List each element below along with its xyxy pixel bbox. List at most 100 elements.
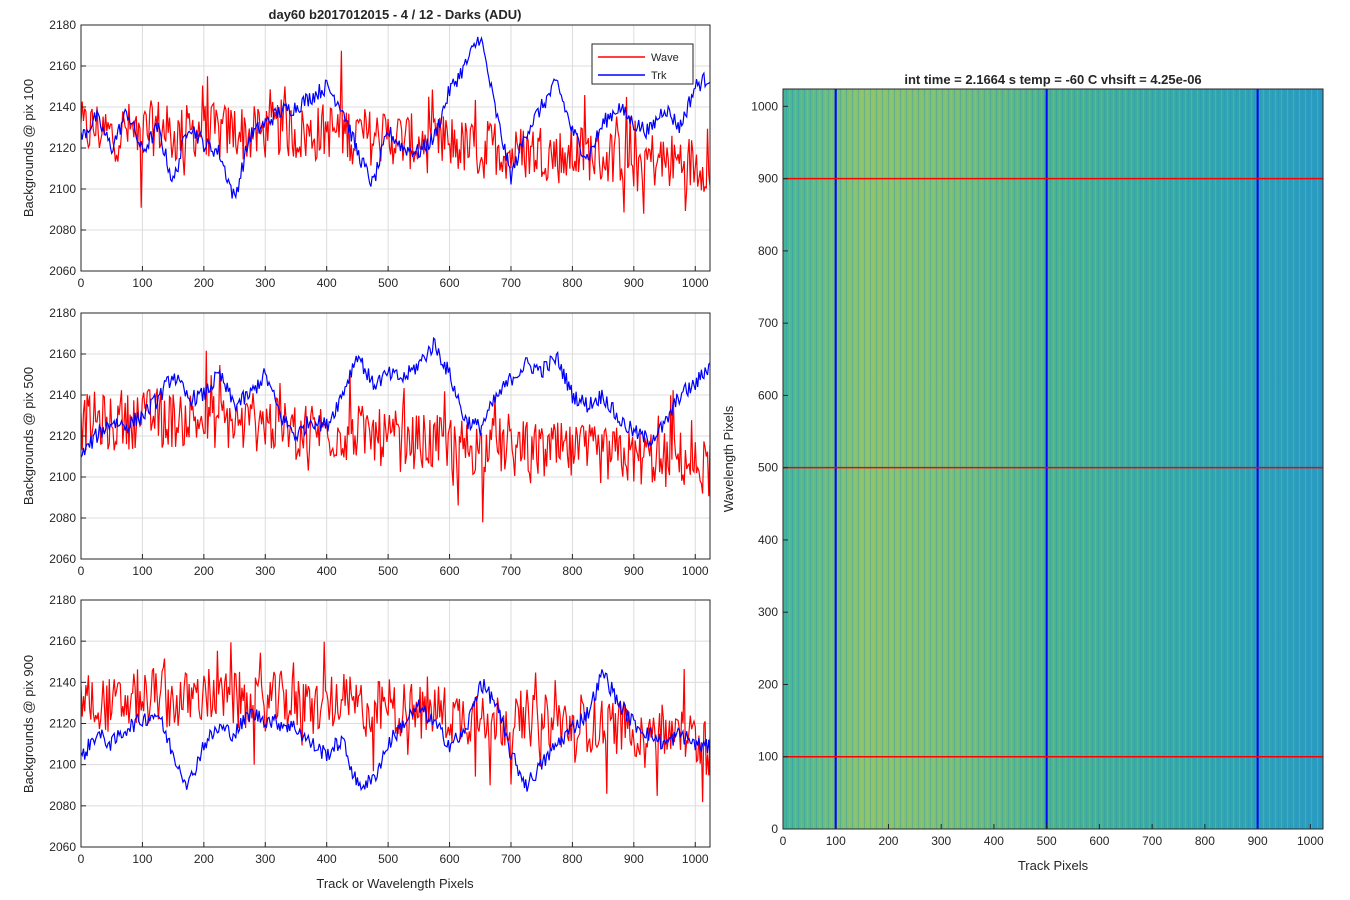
y-tick-label: 2140	[49, 675, 76, 689]
y-tick-label: 500	[758, 461, 778, 475]
y-tick-label: 2160	[49, 59, 76, 73]
x-tick-label: 300	[931, 834, 951, 848]
x-tick-label: 800	[562, 852, 582, 866]
series-group	[81, 641, 710, 803]
y-tick-label: 600	[758, 388, 778, 402]
legend-trk-label: Trk	[651, 70, 667, 82]
y-tick-label: 100	[758, 750, 778, 764]
x-axis-label: Track Pixels	[1018, 858, 1089, 873]
x-tick-label: 1000	[682, 564, 709, 578]
y-tick-label: 0	[771, 822, 778, 836]
x-tick-label: 1000	[682, 852, 709, 866]
y-tick-label: 2100	[49, 182, 76, 196]
x-tick-label: 900	[624, 276, 644, 290]
y-tick-label: 800	[758, 244, 778, 258]
x-tick-label: 600	[440, 564, 460, 578]
plot-title: day60 b2017012015 - 4 / 12 - Darks (ADU)	[269, 7, 522, 22]
y-tick-label: 2180	[49, 18, 76, 32]
x-tick-label: 900	[624, 852, 644, 866]
y-tick-label: 700	[758, 316, 778, 330]
y-tick-label: 2140	[49, 100, 76, 114]
y-tick-label: 2060	[49, 552, 76, 566]
x-ticks: 0 100 200 300 400 500 600 700 800 900 1000	[78, 554, 709, 578]
y-axis-label: Backgrounds @ pix 900	[21, 655, 36, 793]
y-tick-label: 2140	[49, 388, 76, 402]
x-tick-label: 100	[826, 834, 846, 848]
y-tick-label: 400	[758, 533, 778, 547]
x-tick-label: 400	[317, 564, 337, 578]
x-tick-label: 700	[501, 276, 521, 290]
y-tick-label: 2180	[49, 593, 76, 607]
x-tick-label: 1000	[1297, 834, 1324, 848]
heatmap-title: int time = 2.1664 s temp = -60 C vhsift …	[904, 72, 1201, 87]
x-tick-label: 200	[194, 564, 214, 578]
series-line-trk	[81, 36, 710, 200]
y-axis-label: Backgrounds @ pix 500	[21, 367, 36, 505]
y-tick-label: 2100	[49, 470, 76, 484]
x-tick-label: 700	[501, 564, 521, 578]
series-line-trk	[81, 669, 710, 792]
y-axis-label: Backgrounds @ pix 100	[21, 79, 36, 217]
x-tick-label: 0	[78, 276, 85, 290]
x-tick-label: 0	[78, 852, 85, 866]
grid-lines	[80, 599, 710, 848]
y-tick-label: 2120	[49, 717, 76, 731]
series-group	[81, 36, 710, 214]
y-ticks: 2060 2080 2100 2120 2140 2160 2180	[49, 306, 86, 566]
series-line-trk	[81, 336, 710, 458]
x-tick-label: 700	[1142, 834, 1162, 848]
x-tick-label: 800	[562, 276, 582, 290]
x-tick-label: 100	[132, 564, 152, 578]
x-tick-label: 0	[780, 834, 787, 848]
x-tick-label: 500	[1037, 834, 1057, 848]
y-axis-label: Wavelength Pixels	[721, 405, 736, 512]
x-tick-label: 400	[317, 852, 337, 866]
x-tick-label: 500	[378, 852, 398, 866]
subplot-pix-900: 0 100 200 300 400 500 600 700 800 900 1000 2060 208…	[21, 593, 711, 891]
subplot-pix-100: 0 100 200 300 400 500 600 700 800 900 1000 2060 208…	[21, 7, 711, 290]
x-ticks: 0 100 200 300 400 500 600 700 800 900 1000	[78, 266, 709, 290]
x-tick-label: 900	[1248, 834, 1268, 848]
x-tick-label: 0	[78, 564, 85, 578]
y-tick-label: 2080	[49, 799, 76, 813]
legend-box	[591, 43, 694, 85]
heatmap-texture	[783, 89, 1323, 829]
x-tick-label: 200	[194, 276, 214, 290]
x-tick-label: 800	[562, 564, 582, 578]
series-line-wave	[81, 350, 710, 523]
y-tick-label: 2060	[49, 840, 76, 854]
x-tick-label: 300	[255, 276, 275, 290]
y-tick-label: 2180	[49, 306, 76, 320]
x-tick-label: 600	[1089, 834, 1109, 848]
y-tick-label: 300	[758, 605, 778, 619]
x-tick-label: 100	[132, 852, 152, 866]
y-ticks: 2060 2080 2100 2120 2140 2160 2180	[49, 593, 86, 854]
x-tick-label: 600	[440, 852, 460, 866]
x-axis-label: Track or Wavelength Pixels	[316, 876, 474, 891]
x-tick-label: 100	[132, 276, 152, 290]
y-tick-label: 2120	[49, 141, 76, 155]
x-tick-label: 900	[624, 564, 644, 578]
x-tick-label: 500	[378, 564, 398, 578]
y-tick-label: 2160	[49, 634, 76, 648]
x-tick-label: 200	[194, 852, 214, 866]
x-tick-label: 1000	[682, 276, 709, 290]
x-tick-label: 700	[501, 852, 521, 866]
x-tick-label: 300	[255, 564, 275, 578]
series-line-wave	[81, 641, 710, 803]
x-ticks: 0 100 200 300 400 500 600 700 800 900 1000	[78, 842, 709, 866]
y-tick-label: 2060	[49, 264, 76, 278]
y-tick-label: 2100	[49, 758, 76, 772]
series-group	[81, 336, 710, 523]
y-tick-label: 1000	[751, 99, 778, 113]
y-tick-label: 2160	[49, 347, 76, 361]
y-tick-label: 200	[758, 677, 778, 691]
x-tick-label: 800	[1195, 834, 1215, 848]
y-tick-label: 2080	[49, 223, 76, 237]
legend-wave-label: Wave	[651, 52, 679, 64]
legend: Wave Trk	[591, 43, 694, 85]
x-tick-label: 400	[984, 834, 1004, 848]
y-ticks: 0 100 200 300 400 500 600 700 800 900 1000	[751, 99, 788, 836]
y-tick-label: 900	[758, 172, 778, 186]
series-line-wave	[81, 50, 710, 214]
